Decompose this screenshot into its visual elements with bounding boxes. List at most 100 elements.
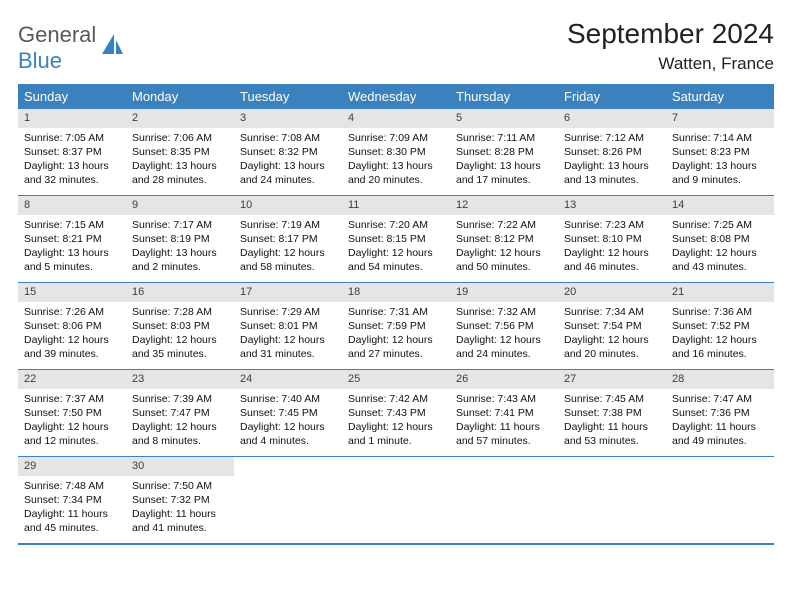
weekday-header: Monday — [126, 86, 234, 108]
daylight-text-2: and 17 minutes. — [456, 173, 552, 187]
daylight-text-2: and 1 minute. — [348, 434, 444, 448]
sunset-text: Sunset: 8:08 PM — [672, 232, 768, 246]
daylight-text-2: and 4 minutes. — [240, 434, 336, 448]
daylight-text-2: and 45 minutes. — [24, 521, 120, 535]
sunrise-text: Sunrise: 7:34 AM — [564, 305, 660, 319]
weekday-header: Sunday — [18, 86, 126, 108]
sunrise-text: Sunrise: 7:42 AM — [348, 392, 444, 406]
sunset-text: Sunset: 7:47 PM — [132, 406, 228, 420]
daylight-text-1: Daylight: 13 hours — [672, 159, 768, 173]
daylight-text-1: Daylight: 12 hours — [348, 246, 444, 260]
calendar-week: 8Sunrise: 7:15 AMSunset: 8:21 PMDaylight… — [18, 195, 774, 282]
daylight-text-1: Daylight: 12 hours — [240, 420, 336, 434]
calendar-day: 5Sunrise: 7:11 AMSunset: 8:28 PMDaylight… — [450, 109, 558, 195]
day-number: 13 — [558, 196, 666, 215]
daylight-text-2: and 2 minutes. — [132, 260, 228, 274]
calendar-week: 1Sunrise: 7:05 AMSunset: 8:37 PMDaylight… — [18, 108, 774, 195]
daylight-text-1: Daylight: 12 hours — [132, 420, 228, 434]
calendar-day: 15Sunrise: 7:26 AMSunset: 8:06 PMDayligh… — [18, 283, 126, 369]
daylight-text-2: and 16 minutes. — [672, 347, 768, 361]
day-number: 17 — [234, 283, 342, 302]
sunrise-text: Sunrise: 7:47 AM — [672, 392, 768, 406]
calendar-day: 12Sunrise: 7:22 AMSunset: 8:12 PMDayligh… — [450, 196, 558, 282]
calendar-day: 7Sunrise: 7:14 AMSunset: 8:23 PMDaylight… — [666, 109, 774, 195]
calendar-day: 2Sunrise: 7:06 AMSunset: 8:35 PMDaylight… — [126, 109, 234, 195]
daylight-text-1: Daylight: 12 hours — [24, 333, 120, 347]
sunset-text: Sunset: 7:54 PM — [564, 319, 660, 333]
day-number: 28 — [666, 370, 774, 389]
daylight-text-1: Daylight: 13 hours — [456, 159, 552, 173]
daylight-text-1: Daylight: 12 hours — [240, 246, 336, 260]
calendar-day: 28 Sunrise: 7:47 AMSunset: 7:36 PMDayligh… — [666, 370, 774, 456]
day-number: 24 — [234, 370, 342, 389]
calendar-day: 13Sunrise: 7:23 AMSunset: 8:10 PMDayligh… — [558, 196, 666, 282]
daylight-text-2: and 50 minutes. — [456, 260, 552, 274]
daylight-text-2: and 5 minutes. — [24, 260, 120, 274]
calendar-day: 3Sunrise: 7:08 AMSunset: 8:32 PMDaylight… — [234, 109, 342, 195]
daylight-text-1: Daylight: 13 hours — [564, 159, 660, 173]
sunset-text: Sunset: 7:43 PM — [348, 406, 444, 420]
calendar-day: 27Sunrise: 7:45 AMSunset: 7:38 PMDayligh… — [558, 370, 666, 456]
calendar-day: 30Sunrise: 7:50 AMSunset: 7:32 PMDayligh… — [126, 457, 234, 543]
sunset-text: Sunset: 8:03 PM — [132, 319, 228, 333]
sunset-text: Sunset: 8:30 PM — [348, 145, 444, 159]
daylight-text-1: Daylight: 11 hours — [672, 420, 768, 434]
sunrise-text: Sunrise: 7:28 AM — [132, 305, 228, 319]
day-number: 29 — [18, 457, 126, 476]
daylight-text-1: Daylight: 11 hours — [24, 507, 120, 521]
calendar-day-empty — [234, 457, 342, 543]
sunrise-text: Sunrise: 7:09 AM — [348, 131, 444, 145]
daylight-text-1: Daylight: 11 hours — [564, 420, 660, 434]
daylight-text-1: Daylight: 12 hours — [240, 333, 336, 347]
calendar-day: 10Sunrise: 7:19 AMSunset: 8:17 PMDayligh… — [234, 196, 342, 282]
sunset-text: Sunset: 7:34 PM — [24, 493, 120, 507]
day-number: 9 — [126, 196, 234, 215]
daylight-text-1: Daylight: 12 hours — [348, 333, 444, 347]
sunset-text: Sunset: 7:52 PM — [672, 319, 768, 333]
day-number: 3 — [234, 109, 342, 128]
day-number: 10 — [234, 196, 342, 215]
sunset-text: Sunset: 7:36 PM — [672, 406, 768, 420]
sunset-text: Sunset: 8:37 PM — [24, 145, 120, 159]
sunrise-text: Sunrise: 7:45 AM — [564, 392, 660, 406]
logo-text-1: General — [18, 22, 96, 47]
sunrise-text: Sunrise: 7:40 AM — [240, 392, 336, 406]
sunrise-text: Sunrise: 7:06 AM — [132, 131, 228, 145]
daylight-text-2: and 24 minutes. — [240, 173, 336, 187]
day-number: 16 — [126, 283, 234, 302]
location-label: Watten, France — [567, 54, 774, 74]
calendar-day-empty — [450, 457, 558, 543]
sunrise-text: Sunrise: 7:22 AM — [456, 218, 552, 232]
daylight-text-2: and 57 minutes. — [456, 434, 552, 448]
daylight-text-1: Daylight: 13 hours — [24, 246, 120, 260]
day-number: 12 — [450, 196, 558, 215]
weekday-header: Saturday — [666, 86, 774, 108]
daylight-text-1: Daylight: 12 hours — [24, 420, 120, 434]
calendar-day: 24Sunrise: 7:40 AMSunset: 7:45 PMDayligh… — [234, 370, 342, 456]
day-number: 5 — [450, 109, 558, 128]
day-number: 22 — [18, 370, 126, 389]
sunrise-text: Sunrise: 7:15 AM — [24, 218, 120, 232]
daylight-text-2: and 28 minutes. — [132, 173, 228, 187]
day-number: 27 — [558, 370, 666, 389]
sunset-text: Sunset: 8:21 PM — [24, 232, 120, 246]
daylight-text-2: and 24 minutes. — [456, 347, 552, 361]
daylight-text-1: Daylight: 13 hours — [132, 246, 228, 260]
logo-text-2: Blue — [18, 48, 62, 73]
calendar-day-empty — [558, 457, 666, 543]
daylight-text-2: and 12 minutes. — [24, 434, 120, 448]
weekday-header: Friday — [558, 86, 666, 108]
daylight-text-2: and 31 minutes. — [240, 347, 336, 361]
daylight-text-2: and 43 minutes. — [672, 260, 768, 274]
daylight-text-2: and 58 minutes. — [240, 260, 336, 274]
calendar-day: 22Sunrise: 7:37 AMSunset: 7:50 PMDayligh… — [18, 370, 126, 456]
day-number: 1 — [18, 109, 126, 128]
day-number: 14 — [666, 196, 774, 215]
day-number: 26 — [450, 370, 558, 389]
sunrise-text: Sunrise: 7:17 AM — [132, 218, 228, 232]
sunset-text: Sunset: 8:10 PM — [564, 232, 660, 246]
daylight-text-1: Daylight: 11 hours — [132, 507, 228, 521]
sunset-text: Sunset: 8:15 PM — [348, 232, 444, 246]
calendar-week: 22Sunrise: 7:37 AMSunset: 7:50 PMDayligh… — [18, 369, 774, 456]
sunrise-text: Sunrise: 7:43 AM — [456, 392, 552, 406]
